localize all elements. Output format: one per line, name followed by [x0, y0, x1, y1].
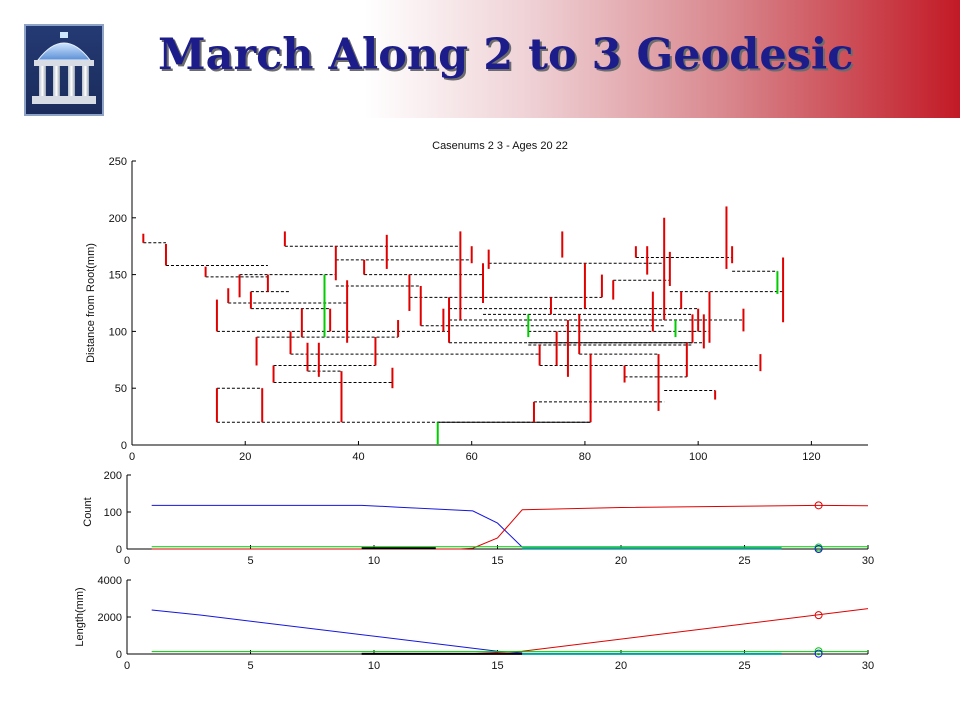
x-tick-label: 20 — [615, 660, 627, 672]
y-tick-label: 0 — [116, 544, 122, 556]
slide-title: March Along 2 to 3 Geodesic — [158, 30, 854, 80]
x-tick-label: 10 — [368, 555, 380, 567]
y-tick-label: 200 — [104, 470, 122, 482]
red-series-line — [472, 608, 869, 655]
x-tick-label: 60 — [466, 451, 478, 463]
x-tick-label: 30 — [862, 555, 874, 567]
x-tick-label: 0 — [129, 451, 135, 463]
green-marker — [814, 647, 823, 656]
x-tick-label: 25 — [738, 555, 750, 567]
y-tick-label: 150 — [109, 270, 127, 282]
y-tick-label: 50 — [115, 383, 127, 395]
x-tick-label: 20 — [615, 555, 627, 567]
blue-series-line — [151, 609, 523, 654]
y-tick-label: 250 — [109, 156, 127, 168]
y-axis-label: Count — [82, 497, 94, 526]
x-tick-label: 5 — [247, 660, 253, 672]
slide-header — [0, 0, 960, 118]
red-marker — [814, 611, 823, 620]
tree-plot: 0 20 40 60 80 100 120 0 50 100 150 200 250 Distance f… — [85, 140, 868, 463]
x-tick-label: 15 — [491, 555, 503, 567]
x-tick-label: 0 — [124, 555, 130, 567]
length-plot: 0 5 10 15 20 25 30 0 2000 4000 Length(mm) — [74, 575, 874, 672]
x-tick-label: 25 — [738, 660, 750, 672]
old-well-icon — [32, 32, 96, 104]
x-tick-label: 30 — [862, 660, 874, 672]
x-tick-label: 0 — [124, 660, 130, 672]
x-tick-label: 80 — [579, 451, 591, 463]
logo-badge — [24, 24, 104, 116]
x-tick-label: 100 — [689, 451, 707, 463]
x-tick-label: 120 — [802, 451, 820, 463]
x-tick-label: 40 — [352, 451, 364, 463]
y-axis-label: Length(mm) — [74, 587, 86, 646]
x-tick-label: 10 — [368, 660, 380, 672]
y-tick-label: 100 — [109, 326, 127, 338]
y-tick-label: 0 — [121, 440, 127, 452]
y-tick-label: 4000 — [98, 575, 122, 587]
y-tick-label: 2000 — [98, 612, 122, 624]
count-plot: 0 5 10 15 20 25 30 0 100 200 Count — [82, 470, 874, 567]
x-tick-label: 5 — [247, 555, 253, 567]
red-series-line — [151, 504, 869, 550]
red-marker — [814, 501, 823, 510]
blue-marker — [814, 545, 823, 553]
chart-title: Casenums 2 3 - Ages 20 22 — [432, 140, 568, 152]
x-tick-label: 20 — [239, 451, 251, 463]
y-axis-label: Distance from Root(mm) — [85, 243, 97, 363]
y-tick-label: 0 — [116, 649, 122, 661]
x-tick-label: 15 — [491, 660, 503, 672]
blue-series-line — [151, 504, 523, 548]
blue-marker — [814, 649, 823, 658]
y-tick-label: 100 — [104, 507, 122, 519]
y-tick-label: 200 — [109, 213, 127, 225]
